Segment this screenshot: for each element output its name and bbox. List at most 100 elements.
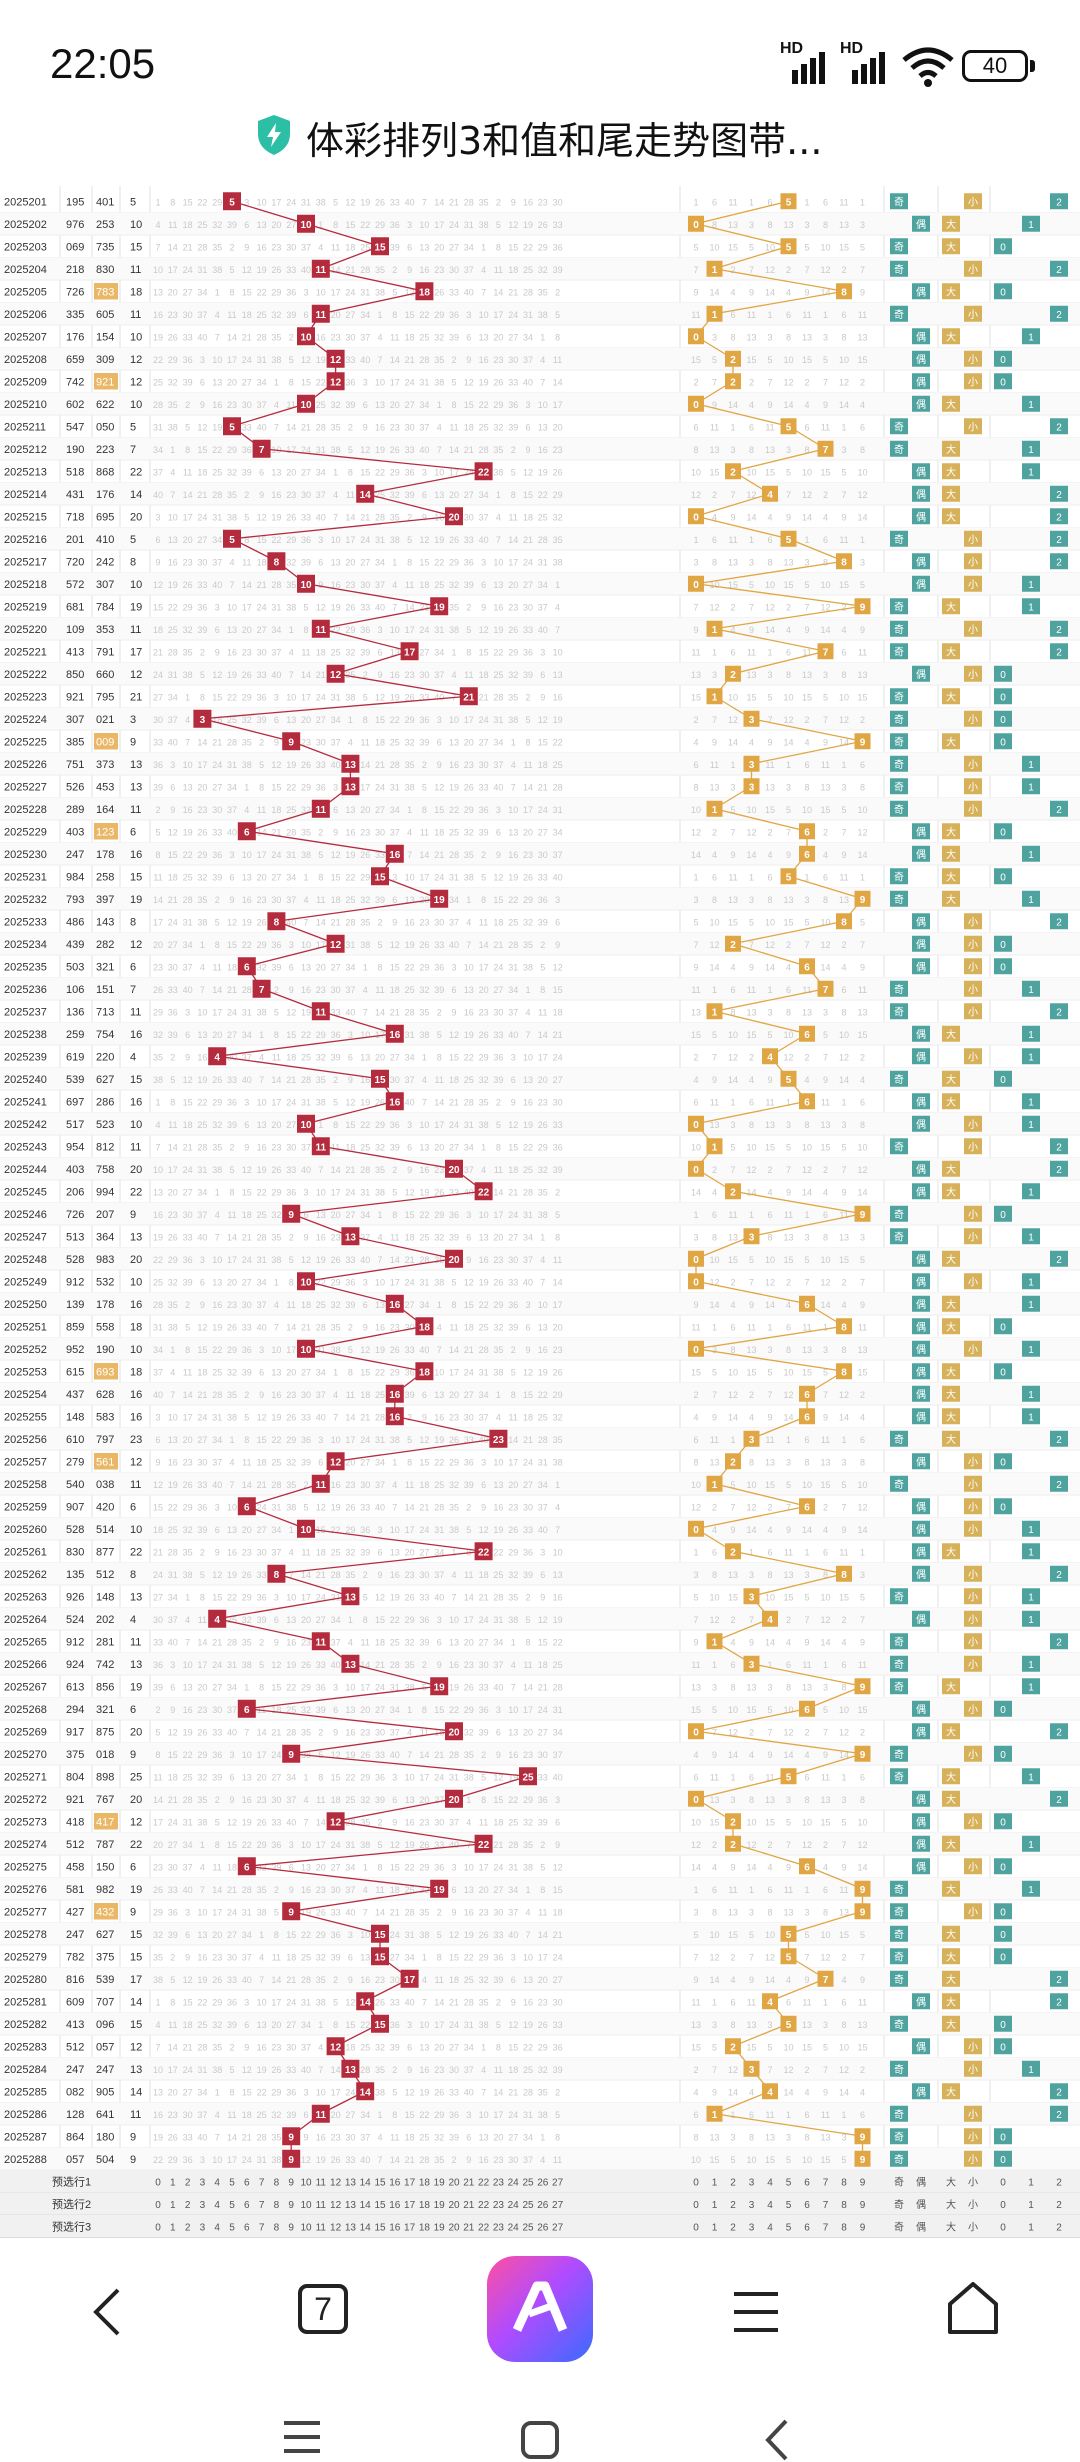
forecast-sum-cell: 7 — [259, 2177, 265, 2188]
route-label: 2 — [1056, 2110, 1062, 2121]
sum-miss-cell: 4 — [259, 1052, 264, 1062]
forecast-tail-cell: 6 — [804, 2222, 810, 2233]
sum-miss-cell: 37 — [434, 670, 444, 680]
sum-miss-cell: 26 — [168, 2132, 178, 2142]
sum-miss-cell: 39 — [331, 1952, 341, 1962]
sum-miss-cell: 31 — [493, 1615, 503, 1625]
tabs-button[interactable]: 7 — [298, 2284, 348, 2334]
sum-miss-cell: 28 — [419, 355, 429, 365]
sum-miss-cell: 21 — [360, 1412, 370, 1422]
sum-value-cell: 20 — [130, 1164, 142, 1176]
sum-miss-cell: 40 — [434, 1592, 444, 1602]
draw-number-cell: 921 — [66, 1794, 84, 1806]
sum-miss-cell: 16 — [405, 1817, 415, 1827]
sum-miss-cell: 21 — [316, 1570, 326, 1580]
trend-chart[interactable]: 2025201 195 401 5 1 8 15 22 29 3 10 17 24 31 38 5 12 19 26… — [0, 186, 1080, 2246]
sum-miss-cell: 2 — [215, 1795, 220, 1805]
sum-miss-cell: 2 — [407, 1412, 412, 1422]
sum-miss-cell: 36 — [508, 1300, 518, 1310]
sum-miss-cell: 6 — [496, 1727, 501, 1737]
big-small-label: 大 — [946, 1793, 956, 1806]
sum-miss-cell: 35 — [257, 1885, 267, 1895]
sum-miss-cell: 24 — [345, 1187, 355, 1197]
sum-miss-cell: 39 — [553, 2065, 563, 2075]
sum-miss-cell: 5 — [229, 2065, 234, 2075]
home-button[interactable] — [946, 2280, 1000, 2336]
tail-miss-cell: 7 — [712, 1727, 717, 1737]
forecast-tail-cell: 7 — [823, 2177, 829, 2188]
back-button[interactable] — [88, 2286, 128, 2338]
tail-miss-cell: 9 — [712, 2087, 717, 2097]
sum-miss-cell: 2 — [481, 850, 486, 860]
tail-miss-cell: 15 — [802, 1367, 812, 1377]
app-home-fab[interactable] — [487, 2256, 593, 2362]
sum-miss-cell: 8 — [155, 1750, 160, 1760]
trial-number-cell: 994 — [96, 1186, 114, 1198]
sum-miss-cell: 15 — [257, 535, 267, 545]
tail-trend-line — [695, 1325, 845, 1350]
sum-miss-cell: 31 — [301, 1997, 311, 2007]
sum-miss-cell: 6 — [363, 400, 368, 410]
tail-miss-cell: 6 — [823, 197, 828, 207]
odd-even-label: 奇 — [894, 1680, 904, 1693]
sum-trend-line — [350, 1663, 440, 1687]
sum-miss-cell: 29 — [168, 355, 178, 365]
system-back-button[interactable] — [762, 2418, 792, 2462]
sum-miss-cell: 15 — [523, 490, 533, 500]
forecast-sum-cell: 10 — [300, 2177, 312, 2188]
tail-miss-cell: 6 — [860, 1435, 865, 1445]
sum-miss-cell: 4 — [348, 1637, 353, 1647]
sum-miss-cell: 11 — [538, 1907, 547, 1917]
sum-miss-cell: 9 — [303, 1232, 308, 1242]
tail-miss-cell: 5 — [693, 917, 698, 927]
sum-value-cell: 11 — [130, 1141, 141, 1153]
sum-value-cell: 11 — [130, 804, 141, 816]
sum-miss-cell: 23 — [153, 962, 163, 972]
sum-miss-cell: 35 — [508, 1592, 518, 1602]
row-band — [0, 392, 1080, 415]
forecast-sum-cell: 18 — [419, 2222, 431, 2233]
sum-miss-cell: 32 — [360, 1795, 370, 1805]
sum-miss-cell: 18 — [153, 1525, 163, 1535]
sum-miss-cell: 32 — [345, 647, 355, 657]
system-home-button[interactable] — [520, 2420, 560, 2460]
sum-miss-cell: 26 — [168, 332, 178, 342]
sum-miss-cell: 15 — [242, 2087, 252, 2097]
sum-marker — [415, 1362, 434, 1381]
sum-miss-cell: 30 — [375, 827, 385, 837]
forecast-row-label: 预选行1 — [52, 2175, 91, 2188]
sum-miss-cell: 16 — [538, 445, 548, 455]
issue-cell: 2025243 — [4, 1141, 47, 1153]
tail-miss-cell: 13 — [857, 2020, 867, 2030]
sum-miss-cell: 9 — [200, 400, 205, 410]
sum-miss-cell: 38 — [553, 1457, 563, 1467]
sum-miss-cell: 8 — [185, 1345, 190, 1355]
sum-value-cell: 6 — [130, 961, 136, 973]
sum-miss-cell: 6 — [170, 782, 175, 792]
sum-miss-cell: 19 — [227, 670, 237, 680]
tail-miss-cell: 6 — [712, 1547, 717, 1557]
sum-marker — [311, 259, 330, 278]
sum-miss-cell: 21 — [434, 1750, 444, 1760]
sum-miss-cell: 11 — [375, 1885, 384, 1895]
big-small-marker — [942, 485, 960, 502]
sum-miss-cell: 1 — [215, 287, 220, 297]
menu-button[interactable] — [732, 2290, 780, 2334]
sum-miss-cell: 14 — [434, 1097, 444, 1107]
sum-miss-cell: 10 — [153, 2065, 163, 2075]
sum-miss-cell: 20 — [271, 2020, 281, 2030]
sum-miss-cell: 32 — [242, 715, 252, 725]
issue-cell: 2025236 — [4, 984, 47, 996]
tail-miss-cell: 7 — [860, 1277, 865, 1287]
issue-cell: 2025266 — [4, 1659, 47, 1671]
tail-miss-cell: 7 — [730, 490, 735, 500]
sum-miss-cell: 17 — [257, 1750, 267, 1760]
trial-number-cell: 281 — [96, 1636, 114, 1648]
sum-miss-cell: 15 — [301, 377, 311, 387]
sum-miss-cell: 30 — [553, 1097, 563, 1107]
route-label: 1 — [1028, 332, 1034, 343]
sum-miss-cell: 15 — [508, 242, 518, 252]
tail-miss-cell: 8 — [804, 1120, 809, 1130]
route-label: 2 — [1056, 1165, 1062, 1176]
recents-button[interactable] — [282, 2420, 322, 2454]
